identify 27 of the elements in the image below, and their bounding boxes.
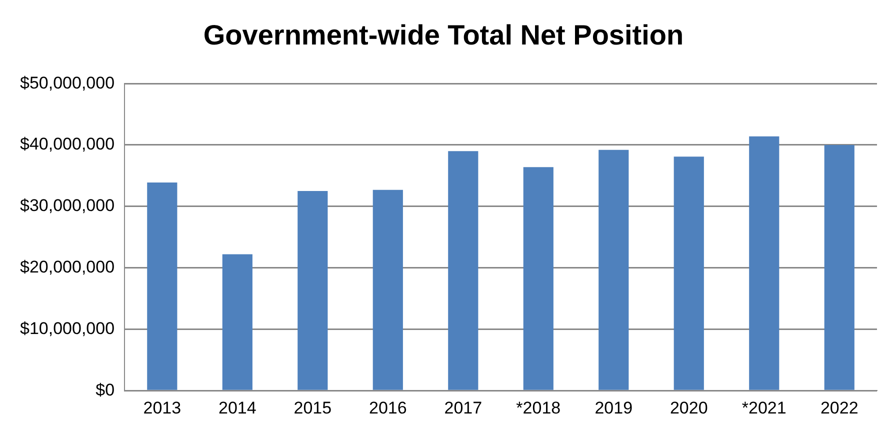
x-tick-label: 2022	[820, 398, 858, 418]
y-tick-label: $50,000,000	[20, 73, 115, 92]
y-tick-label: $10,000,000	[20, 318, 115, 338]
bar	[824, 145, 854, 390]
chart-title: Government-wide Total Net Position	[203, 20, 684, 51]
bar	[372, 190, 403, 390]
bar	[523, 167, 554, 390]
x-tick-label: *2021	[742, 398, 786, 418]
x-tick-label: 2015	[294, 398, 332, 418]
bar	[298, 191, 328, 390]
bar	[147, 182, 178, 390]
y-tick-label: $30,000,000	[20, 196, 115, 216]
bar	[448, 151, 478, 390]
x-tick-label: 2014	[218, 398, 256, 418]
y-tick-label: $0	[96, 380, 115, 400]
y-tick-label: $20,000,000	[20, 257, 115, 276]
x-tick-label: 2013	[143, 398, 182, 418]
bar	[222, 254, 252, 390]
x-tick-label: 2019	[594, 398, 633, 418]
y-tick-label: $40,000,000	[20, 134, 115, 154]
bar	[674, 156, 704, 390]
x-tick-label: 2017	[444, 398, 482, 418]
bar	[598, 150, 629, 390]
x-tick-label: 2020	[670, 398, 708, 418]
bar	[749, 136, 780, 390]
x-tick-label: 2016	[368, 398, 407, 418]
x-tick-label: *2018	[516, 398, 561, 418]
